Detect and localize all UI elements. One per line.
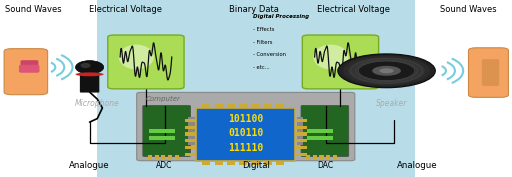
Bar bbox=[295, 139, 307, 142]
FancyBboxPatch shape bbox=[143, 105, 190, 156]
Text: Analogue: Analogue bbox=[397, 161, 438, 170]
Text: - Filters: - Filters bbox=[253, 40, 273, 45]
Text: Sound Waves: Sound Waves bbox=[440, 5, 497, 14]
FancyBboxPatch shape bbox=[482, 59, 499, 86]
Bar bbox=[239, 161, 247, 165]
FancyBboxPatch shape bbox=[301, 105, 349, 156]
Bar bbox=[415, 0, 512, 177]
Text: - Conversion: - Conversion bbox=[253, 52, 286, 57]
Bar bbox=[295, 126, 307, 129]
Bar bbox=[264, 161, 272, 165]
Bar bbox=[215, 161, 223, 165]
Circle shape bbox=[338, 54, 435, 88]
Bar bbox=[148, 155, 152, 159]
Bar bbox=[239, 104, 247, 108]
Bar bbox=[313, 155, 317, 159]
Text: Binary Data: Binary Data bbox=[228, 5, 279, 14]
Bar bbox=[251, 161, 260, 165]
Bar bbox=[185, 139, 196, 142]
Circle shape bbox=[372, 66, 401, 76]
Text: - etc...: - etc... bbox=[253, 65, 270, 70]
Text: DAC: DAC bbox=[317, 161, 333, 170]
Bar bbox=[185, 153, 196, 156]
Bar bbox=[227, 161, 235, 165]
Text: ADC: ADC bbox=[156, 161, 172, 170]
Bar bbox=[185, 119, 196, 122]
Bar bbox=[175, 155, 179, 159]
FancyBboxPatch shape bbox=[468, 48, 508, 97]
Bar bbox=[168, 155, 172, 159]
FancyBboxPatch shape bbox=[137, 92, 355, 161]
Bar bbox=[295, 146, 307, 149]
Bar bbox=[161, 155, 165, 159]
Ellipse shape bbox=[313, 45, 349, 69]
Bar bbox=[149, 136, 175, 140]
Circle shape bbox=[343, 56, 430, 86]
Bar bbox=[295, 119, 307, 122]
Ellipse shape bbox=[76, 61, 103, 74]
Text: Microphone: Microphone bbox=[75, 99, 120, 108]
Text: 010110: 010110 bbox=[228, 128, 263, 138]
Bar bbox=[306, 155, 310, 159]
FancyBboxPatch shape bbox=[4, 49, 48, 95]
Bar bbox=[297, 117, 303, 145]
Ellipse shape bbox=[80, 63, 91, 68]
Bar bbox=[295, 132, 307, 136]
Text: Computer: Computer bbox=[146, 96, 181, 102]
Bar bbox=[264, 104, 272, 108]
Bar bbox=[276, 104, 284, 108]
FancyBboxPatch shape bbox=[19, 65, 39, 73]
Bar bbox=[0, 0, 97, 177]
Bar bbox=[326, 155, 330, 159]
Bar bbox=[202, 104, 210, 108]
FancyBboxPatch shape bbox=[97, 0, 415, 177]
FancyBboxPatch shape bbox=[20, 60, 38, 66]
Text: Sound Waves: Sound Waves bbox=[5, 5, 61, 14]
Bar bbox=[276, 161, 284, 165]
Bar bbox=[295, 153, 307, 156]
Bar bbox=[227, 104, 235, 108]
Bar bbox=[185, 126, 196, 129]
Bar bbox=[215, 104, 223, 108]
Bar bbox=[307, 129, 333, 133]
Bar bbox=[155, 155, 159, 159]
Bar bbox=[202, 161, 210, 165]
Text: Digital Processing: Digital Processing bbox=[253, 14, 310, 19]
Text: Analogue: Analogue bbox=[69, 161, 110, 170]
Circle shape bbox=[348, 58, 425, 84]
Text: Electrical Voltage: Electrical Voltage bbox=[317, 5, 390, 14]
FancyBboxPatch shape bbox=[80, 74, 99, 93]
Ellipse shape bbox=[76, 72, 103, 76]
FancyBboxPatch shape bbox=[302, 35, 379, 89]
Text: Electrical Voltage: Electrical Voltage bbox=[89, 5, 162, 14]
Bar bbox=[185, 132, 196, 136]
Circle shape bbox=[379, 68, 394, 73]
Text: Digital: Digital bbox=[242, 161, 270, 170]
Text: 101100: 101100 bbox=[228, 114, 263, 124]
Bar bbox=[251, 104, 260, 108]
Bar bbox=[188, 117, 195, 145]
FancyBboxPatch shape bbox=[108, 35, 184, 89]
Bar bbox=[307, 136, 333, 140]
Bar bbox=[149, 129, 175, 133]
Circle shape bbox=[358, 61, 415, 81]
Bar bbox=[185, 146, 196, 149]
Ellipse shape bbox=[119, 45, 154, 69]
Text: - Effects: - Effects bbox=[253, 27, 275, 32]
Text: Speaker: Speaker bbox=[376, 99, 408, 108]
Text: 111110: 111110 bbox=[228, 143, 263, 153]
Bar bbox=[319, 155, 324, 159]
Bar bbox=[333, 155, 337, 159]
Bar bbox=[196, 108, 295, 161]
